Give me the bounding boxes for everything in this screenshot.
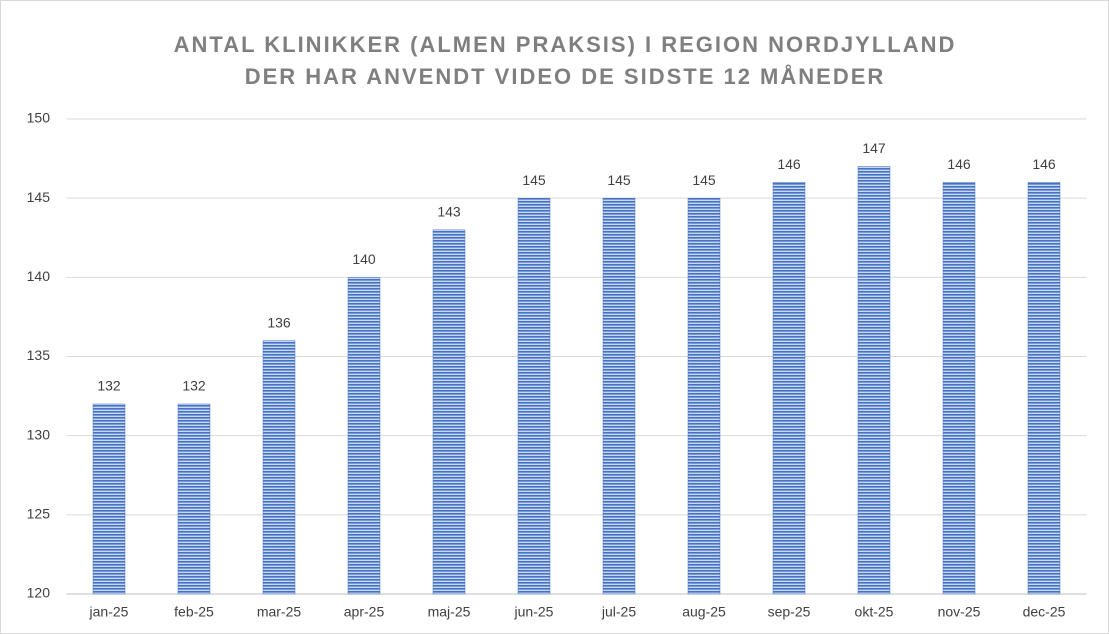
bar — [602, 197, 636, 595]
y-tick-label: 120 — [27, 585, 51, 601]
x-tick-label: maj-25 — [428, 604, 471, 620]
bar — [177, 403, 211, 595]
bar — [517, 197, 551, 595]
y-tick-label: 135 — [27, 347, 51, 363]
data-label: 145 — [692, 172, 716, 188]
data-label: 146 — [1032, 156, 1056, 172]
x-tick-label: feb-25 — [174, 604, 214, 620]
x-tick-label: okt-25 — [855, 604, 894, 620]
y-tick-label: 145 — [27, 189, 51, 205]
y-tick-label: 130 — [27, 426, 51, 442]
bar — [857, 166, 891, 595]
x-tick-label: aug-25 — [682, 604, 726, 620]
data-label: 136 — [267, 314, 291, 330]
bar — [92, 403, 126, 595]
chart-title: ANTAL KLINIKKER (ALMEN PRAKSIS) I REGION… — [174, 32, 957, 57]
chart-title: DER HAR ANVENDT VIDEO DE SIDSTE 12 MÅNED… — [245, 63, 886, 89]
data-label: 147 — [862, 140, 886, 156]
x-tick-label: apr-25 — [344, 604, 385, 620]
y-tick-label: 125 — [27, 506, 51, 522]
x-tick-label: jun-25 — [514, 604, 554, 620]
data-label: 132 — [182, 378, 206, 394]
bar — [942, 182, 976, 595]
data-label: 132 — [97, 378, 121, 394]
bar — [687, 197, 721, 595]
x-tick-label: mar-25 — [257, 604, 302, 620]
x-tick-label: jul-25 — [601, 604, 636, 620]
bar — [347, 277, 381, 595]
x-tick-label: dec-25 — [1023, 604, 1066, 620]
data-label: 140 — [352, 251, 376, 267]
y-tick-label: 140 — [27, 268, 51, 284]
x-tick-label: jan-25 — [89, 604, 129, 620]
bar — [1027, 182, 1061, 595]
y-tick-label: 150 — [27, 110, 51, 126]
data-label: 145 — [522, 172, 546, 188]
data-label: 146 — [777, 156, 801, 172]
data-label: 146 — [947, 156, 971, 172]
bar — [772, 182, 806, 595]
bar — [262, 340, 296, 595]
data-label: 143 — [437, 204, 461, 220]
x-tick-label: sep-25 — [768, 604, 811, 620]
bar — [432, 229, 466, 595]
x-tick-label: nov-25 — [938, 604, 981, 620]
data-label: 145 — [607, 172, 631, 188]
